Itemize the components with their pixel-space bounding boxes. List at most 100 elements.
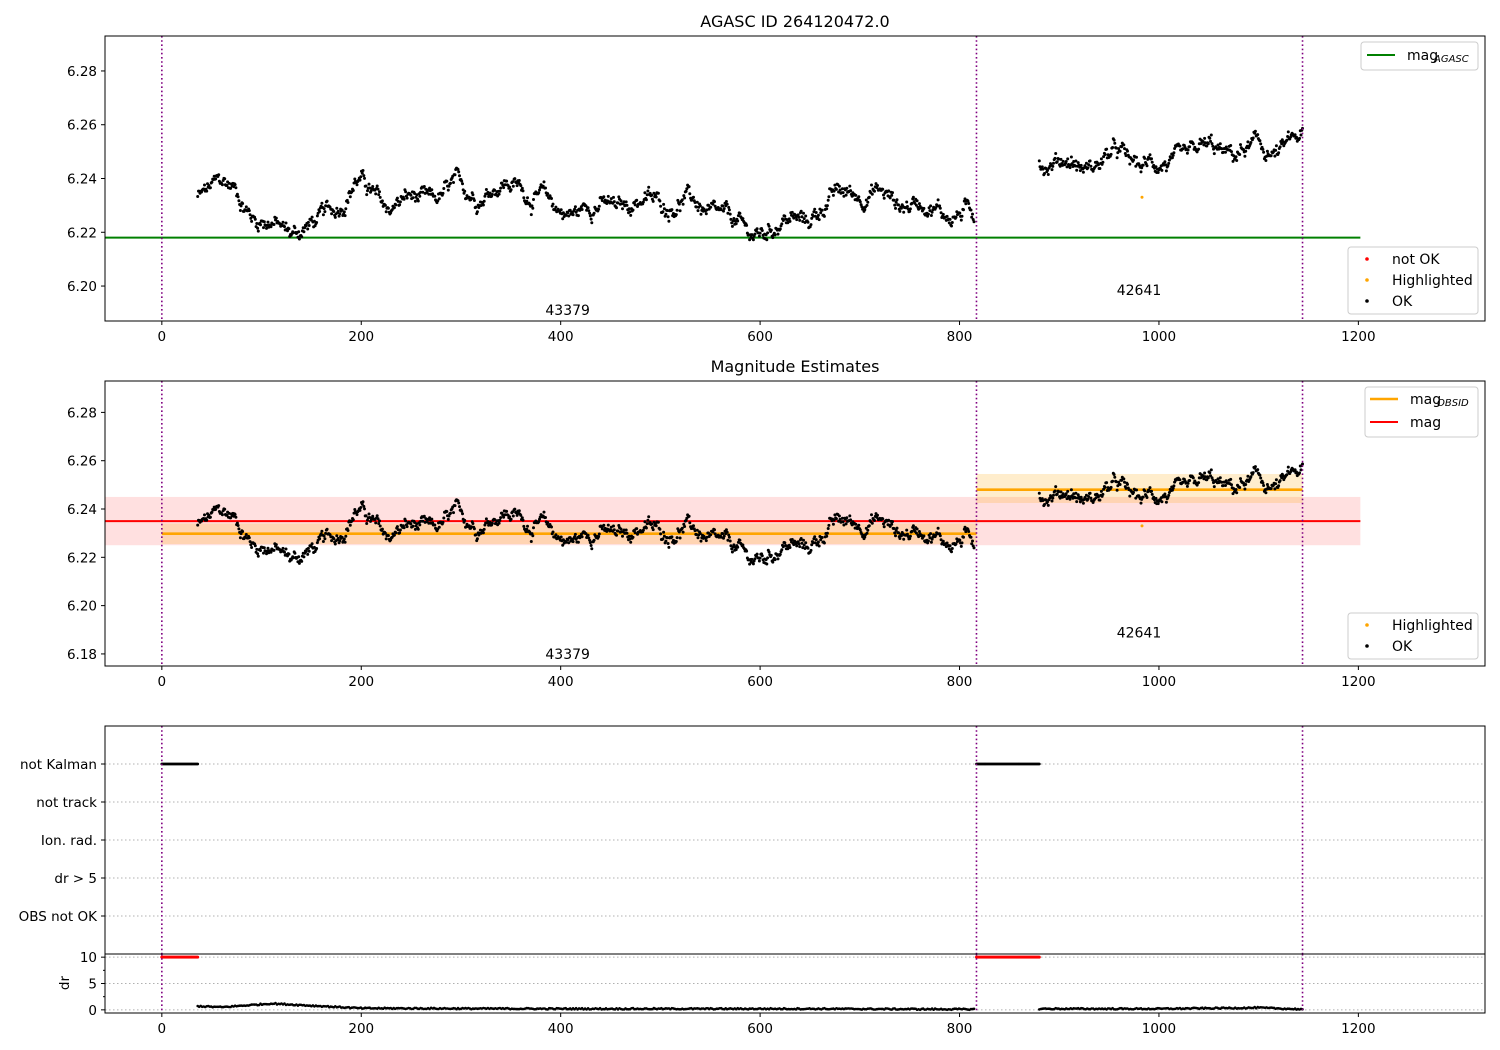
ok-point — [1046, 500, 1049, 504]
ok-point — [948, 544, 952, 548]
ok-point — [394, 531, 398, 535]
ok-point — [1111, 146, 1115, 149]
ok-point — [530, 204, 534, 208]
ok-point — [461, 512, 464, 516]
ok-point — [367, 182, 371, 186]
ok-point — [580, 208, 584, 211]
ok-point — [1298, 136, 1301, 140]
ok-point — [471, 193, 475, 197]
mag-agasc-panel: AGASC ID 264120472.0 6.20 6.22 6.24 6.26 6.2… — [67, 12, 1486, 345]
ok-point — [472, 199, 476, 202]
ok-point — [306, 227, 310, 231]
ok-point — [971, 539, 974, 543]
ok-point — [887, 189, 891, 193]
ok-point — [208, 515, 212, 519]
ok-point — [635, 198, 639, 202]
ok-point — [719, 208, 723, 212]
ok-point — [870, 521, 874, 525]
ok-point — [509, 517, 513, 521]
ok-point — [917, 530, 921, 533]
ok-point — [908, 209, 912, 213]
ok-point — [554, 533, 558, 537]
ok-point — [797, 215, 801, 219]
ok-point — [522, 196, 526, 200]
ok-point — [1229, 477, 1233, 481]
ok-point — [310, 215, 314, 219]
ok-point — [1113, 141, 1117, 145]
ok-point — [757, 559, 761, 563]
ok-point — [765, 562, 769, 566]
ok-point — [1064, 160, 1068, 163]
ok-point — [713, 200, 716, 204]
ok-point — [376, 517, 380, 521]
ok-point — [318, 537, 322, 541]
ok-point — [644, 526, 648, 530]
ok-point — [771, 236, 775, 240]
ok-point — [418, 194, 422, 198]
ok-point — [781, 545, 785, 549]
ok-point — [674, 540, 678, 543]
highlighted-point — [1140, 195, 1144, 199]
ok-point — [858, 200, 862, 204]
ok-point — [384, 537, 388, 541]
ok-point — [967, 530, 971, 533]
ok-point — [844, 522, 848, 526]
ok-point — [656, 520, 660, 524]
ok-point — [819, 538, 823, 542]
ok-point — [256, 229, 260, 233]
ok-point — [446, 517, 450, 521]
ok-point — [1068, 166, 1072, 170]
ok-point — [525, 527, 529, 531]
legend-label: Highlighted — [1392, 618, 1473, 634]
x-tick-label: 800 — [947, 1021, 973, 1037]
ok-point — [736, 219, 740, 223]
ok-point — [1224, 484, 1227, 487]
ok-point — [858, 528, 862, 532]
ok-point — [1181, 147, 1185, 151]
ok-point — [348, 523, 352, 527]
ok-point — [525, 199, 529, 203]
ok-point — [488, 191, 492, 195]
ok-point — [875, 186, 879, 190]
ok-point — [704, 212, 708, 216]
ok-point — [1164, 500, 1168, 504]
y-tick-label: 6.22 — [67, 225, 97, 241]
panel-1-title: AGASC ID 264120472.0 — [700, 12, 889, 31]
ok-point — [320, 201, 324, 205]
ok-point — [825, 207, 829, 211]
ok-point — [237, 199, 241, 203]
ok-point — [969, 535, 973, 539]
ok-point — [1114, 480, 1118, 484]
ok-point — [898, 209, 902, 213]
ok-point — [1209, 139, 1212, 143]
ok-point — [1135, 488, 1138, 492]
ok-point — [1064, 492, 1068, 496]
ok-point — [320, 529, 324, 533]
ok-point — [484, 188, 488, 191]
ok-point — [238, 536, 242, 540]
ok-point — [854, 193, 858, 197]
ok-point — [721, 204, 725, 208]
ok-point — [1054, 152, 1058, 155]
ok-point — [814, 211, 818, 214]
ok-point — [469, 196, 473, 200]
ok-point — [612, 195, 615, 199]
ok-point — [236, 195, 240, 199]
ok-point — [797, 542, 801, 546]
ok-point — [220, 183, 224, 187]
ok-point — [790, 210, 794, 214]
ok-point — [499, 186, 503, 190]
ok-point — [497, 192, 501, 196]
ok-point — [550, 525, 553, 529]
ok-point — [256, 554, 260, 558]
ok-point — [1265, 149, 1269, 153]
ok-point — [801, 220, 805, 223]
ok-point — [645, 193, 649, 197]
ok-point — [741, 543, 745, 547]
ok-point — [680, 198, 684, 202]
ok-point — [1197, 147, 1201, 151]
ok-point — [453, 504, 457, 508]
ok-point — [751, 562, 755, 566]
legend-mag-label: mag — [1410, 415, 1441, 431]
ok-point — [1057, 490, 1061, 494]
